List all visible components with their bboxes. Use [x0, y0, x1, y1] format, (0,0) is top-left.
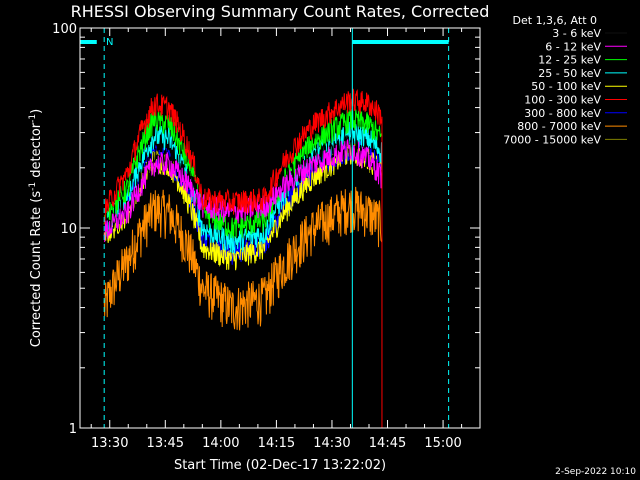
x-axis-label: Start Time (02-Dec-17 13:22:02) [174, 458, 386, 473]
legend-label-0: 3 - 6 keV [552, 27, 601, 40]
legend-label-2: 12 - 25 keV [538, 54, 601, 67]
footer-timestamp: 2-Sep-2022 10:10 [555, 467, 636, 477]
legend-header: Det 1,3,6, Att 0 [513, 14, 597, 27]
legend-label-8: 7000 - 15000 keV [503, 133, 601, 146]
legend-label-6: 300 - 800 keV [524, 107, 601, 120]
y-tick-label: 1 [69, 422, 77, 437]
x-tick-label: 14:15 [258, 436, 295, 451]
legend-label-5: 100 - 300 keV [524, 94, 601, 107]
y-axis-label: Corrected Count Rate (s-1 detector-1) [28, 109, 44, 347]
y-tick-label: 10 [60, 222, 77, 237]
legend-label-3: 25 - 50 keV [538, 67, 601, 80]
legend-label-4: 50 - 100 keV [531, 80, 601, 93]
chart-title: RHESSI Observing Summary Count Rates, Co… [71, 2, 490, 21]
x-tick-label: 13:45 [147, 436, 184, 451]
legend-label-7: 800 - 7000 keV [517, 120, 601, 133]
x-tick-label: 14:30 [313, 436, 350, 451]
ticks-layer: 13:30 13:45 14:00 14:15 14:30 14:45 15:00 1 10 10… [52, 22, 480, 451]
x-tick-label: 14:00 [202, 436, 239, 451]
series-line-1 [103, 138, 383, 243]
x-tick-label: 14:45 [369, 436, 406, 451]
series-line-3 [103, 121, 383, 254]
legend-label-1: 6 - 12 keV [545, 40, 601, 53]
marker-label: N [106, 37, 113, 48]
series-line-2 [103, 108, 383, 239]
x-tick-label: 15:00 [424, 436, 461, 451]
series-line-5 [103, 88, 383, 225]
y-tick-label: 100 [52, 22, 77, 37]
x-tick-label: 13:30 [91, 436, 128, 451]
series-line-7 [103, 186, 383, 331]
series-layer [103, 88, 383, 428]
